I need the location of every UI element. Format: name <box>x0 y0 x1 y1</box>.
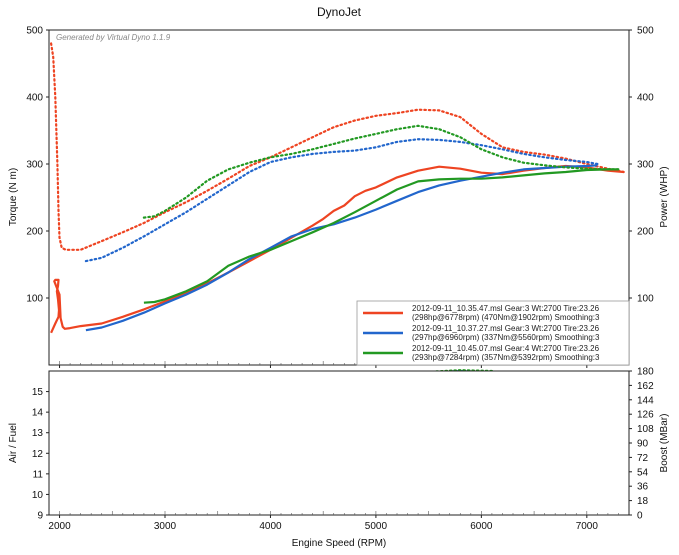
y-right-tick-144: 144 <box>637 395 654 406</box>
legend-name-series-3: 2012-09-11_10.45.07.msl Gear:4 Wt:2700 T… <box>412 344 600 353</box>
torque-axis-title: Torque (N m) <box>8 168 19 226</box>
y-left-tick-9: 9 <box>37 511 43 522</box>
y-right-tick-72: 72 <box>637 453 649 464</box>
x-tick-6000: 6000 <box>470 521 493 532</box>
torque-line-series-2 <box>85 164 598 332</box>
y-left-tick-500: 500 <box>26 26 43 37</box>
y-right-tick-36: 36 <box>637 482 649 493</box>
y-left-tick-12: 12 <box>32 449 44 460</box>
watermark: Generated by Virtual Dyno 1.1.9 <box>56 33 171 42</box>
torque-line-series-3 <box>143 168 619 304</box>
y-right-tick-108: 108 <box>637 424 654 435</box>
power-line-series-2 <box>84 138 599 263</box>
bottom-tick-labels: 9 10 11 12 13 14 15 0 18 36 54 72 90 108 126 144 162 180 2… <box>32 367 654 533</box>
x-tick-4000: 4000 <box>259 521 282 532</box>
power-axis-title: Power (WHP) <box>659 166 670 227</box>
legend: 2012-09-11_10.35.47.msl Gear:3 Wt:2700 T… <box>356 300 630 366</box>
top-tick-labels: 100 200 300 400 500 100 200 300 400 500 <box>26 26 654 368</box>
legend-name-series-1: 2012-09-11_10.35.47.msl Gear:3 Wt:2700 T… <box>412 304 600 313</box>
y-left-tick-15: 15 <box>32 387 44 398</box>
legend-detail-series-2: (297hp@6960rpm) (337Nm@5560rpm) Smoothin… <box>412 333 600 342</box>
y-right-tick-300: 300 <box>637 160 654 171</box>
legend-detail-series-3: (293hp@7284rpm) (357Nm@5392rpm) Smoothin… <box>412 353 600 362</box>
y-right-tick-100: 100 <box>637 294 654 305</box>
y-left-tick-10: 10 <box>32 490 44 501</box>
y-right-tick-500: 500 <box>637 26 654 37</box>
y-right-tick-90: 90 <box>637 439 649 450</box>
legend-detail-series-1: (298hp@6778rpm) (470Nm@1902rpm) Smoothin… <box>412 313 600 322</box>
y-left-tick-13: 13 <box>32 428 44 439</box>
torque-power-panel: 100 200 300 400 500 100 200 300 400 500 Generated… <box>8 26 670 368</box>
y-right-tick-162: 162 <box>637 381 654 392</box>
y-right-tick-400: 400 <box>637 93 654 104</box>
chart-title: DynoJet <box>317 5 362 19</box>
top-series-group <box>50 42 625 334</box>
y-right-tick-200: 200 <box>637 227 654 238</box>
y-right-tick-0: 0 <box>637 511 643 522</box>
x-tick-7000: 7000 <box>576 521 599 532</box>
power-line-series-1 <box>50 42 625 251</box>
y-right-tick-54: 54 <box>637 467 649 478</box>
afr-boost-panel: 9 10 11 12 13 14 15 0 18 36 54 72 90 108 126 144 162 180 2… <box>8 367 670 533</box>
y-right-tick-18: 18 <box>637 496 649 507</box>
y-left-tick-100: 100 <box>26 294 43 305</box>
boost-axis-title: Boost (MBar) <box>659 414 670 473</box>
y-right-tick-126: 126 <box>637 410 654 421</box>
y-left-tick-300: 300 <box>26 160 43 171</box>
y-left-tick-200: 200 <box>26 227 43 238</box>
y-left-tick-14: 14 <box>32 408 44 419</box>
y-left-tick-400: 400 <box>26 93 43 104</box>
x-axis-title: Engine Speed (RPM) <box>292 538 387 549</box>
y-left-tick-11: 11 <box>33 469 44 480</box>
x-tick-3000: 3000 <box>154 521 177 532</box>
x-tick-5000: 5000 <box>365 521 388 532</box>
y-right-tick-180: 180 <box>637 367 654 378</box>
legend-name-series-2: 2012-09-11_10.37.27.msl Gear:3 Wt:2700 T… <box>412 324 600 333</box>
x-tick-2000: 2000 <box>48 521 71 532</box>
power-line-series-3 <box>142 124 620 219</box>
bottom-plot-frame <box>48 370 630 516</box>
afr-axis-title: Air / Fuel <box>8 423 19 463</box>
